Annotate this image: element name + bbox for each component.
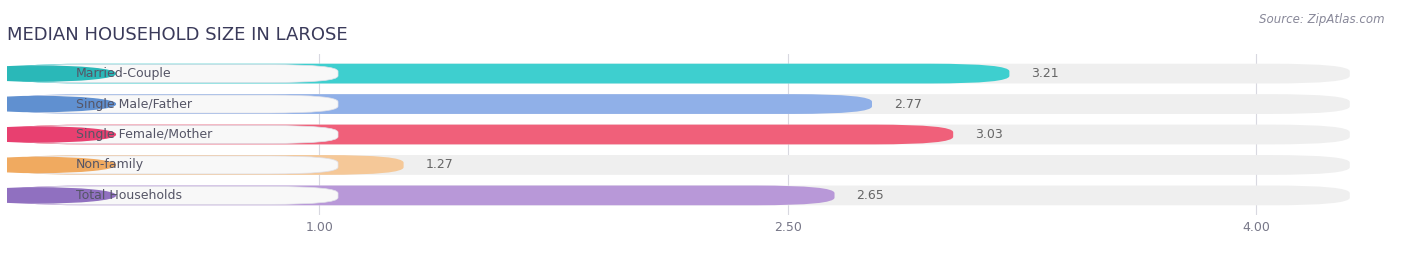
FancyBboxPatch shape xyxy=(7,64,1010,83)
FancyBboxPatch shape xyxy=(7,186,835,205)
Circle shape xyxy=(0,66,115,81)
Text: Total Households: Total Households xyxy=(76,189,181,202)
FancyBboxPatch shape xyxy=(10,95,337,113)
Circle shape xyxy=(0,157,115,172)
Text: Non-family: Non-family xyxy=(76,158,143,171)
Text: 1.27: 1.27 xyxy=(426,158,453,171)
Text: Source: ZipAtlas.com: Source: ZipAtlas.com xyxy=(1260,13,1385,26)
Text: 2.65: 2.65 xyxy=(856,189,884,202)
Circle shape xyxy=(0,188,115,203)
FancyBboxPatch shape xyxy=(10,126,337,143)
Text: 3.21: 3.21 xyxy=(1031,67,1059,80)
Text: MEDIAN HOUSEHOLD SIZE IN LAROSE: MEDIAN HOUSEHOLD SIZE IN LAROSE xyxy=(7,26,347,44)
FancyBboxPatch shape xyxy=(7,94,1350,114)
FancyBboxPatch shape xyxy=(10,186,337,204)
FancyBboxPatch shape xyxy=(7,155,1350,175)
FancyBboxPatch shape xyxy=(10,156,337,174)
Circle shape xyxy=(0,97,115,112)
FancyBboxPatch shape xyxy=(7,155,404,175)
FancyBboxPatch shape xyxy=(7,186,1350,205)
Text: 2.77: 2.77 xyxy=(894,98,922,111)
FancyBboxPatch shape xyxy=(10,65,337,83)
Text: 3.03: 3.03 xyxy=(974,128,1002,141)
FancyBboxPatch shape xyxy=(7,64,1350,83)
Text: Married-Couple: Married-Couple xyxy=(76,67,172,80)
Circle shape xyxy=(0,127,115,142)
Text: Single Male/Father: Single Male/Father xyxy=(76,98,191,111)
FancyBboxPatch shape xyxy=(7,94,872,114)
FancyBboxPatch shape xyxy=(7,125,953,144)
Text: Single Female/Mother: Single Female/Mother xyxy=(76,128,212,141)
FancyBboxPatch shape xyxy=(7,125,1350,144)
